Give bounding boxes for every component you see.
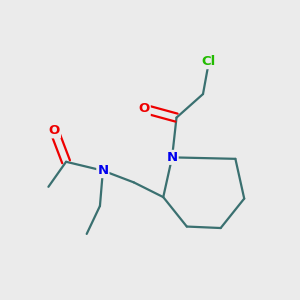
Text: Cl: Cl: [202, 55, 216, 68]
Text: O: O: [49, 124, 60, 137]
Text: N: N: [167, 151, 178, 164]
Text: N: N: [97, 164, 109, 177]
Text: O: O: [139, 102, 150, 115]
